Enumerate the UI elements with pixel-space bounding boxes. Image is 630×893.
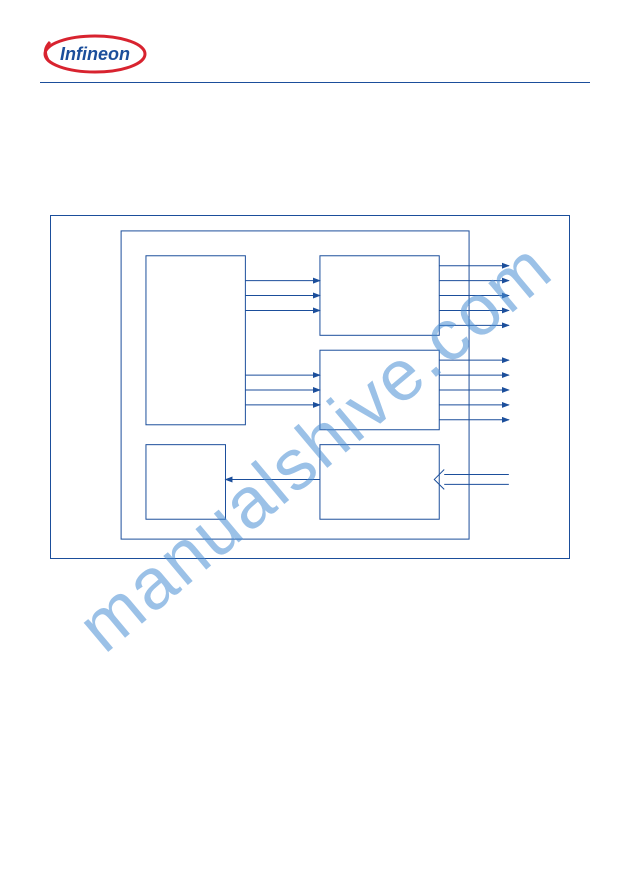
header-rule	[40, 82, 590, 83]
svg-text:(CC40): (CC40)	[368, 274, 390, 281]
svg-text:CCU40.SR[3:0]: CCU40.SR[3:0]	[514, 324, 555, 330]
footer-right: V1.1, 2014-04 Subject to Agreement on th…	[392, 847, 590, 865]
svg-text:Compare: Compare	[365, 308, 394, 315]
module-label: CCU4 Module	[409, 239, 459, 248]
header-doc-info: XMC1100 AA-Step XMC1000 Family	[504, 35, 590, 56]
svg-text:Link: Link	[373, 419, 386, 426]
doc-sub: XMC1000 Family	[504, 46, 590, 56]
block-diagram: CCU4 Module Input/ Output Selector & Sys…	[50, 215, 570, 559]
svg-text:Timer Slice: Timer Slice	[362, 358, 397, 365]
svg-text:CCU41.OUT1: CCU41.OUT1	[514, 359, 552, 365]
logo-text: Infineon	[60, 44, 130, 64]
svg-text:CCU41.ST1: CCU41.ST1	[514, 374, 547, 380]
svg-text:Clock: Clock	[176, 469, 196, 478]
svg-text:Address & Data: Address & Data	[514, 478, 556, 484]
svg-text:Presc.: Presc.	[174, 482, 197, 491]
section-path: Capture/Compare Unit 4 (CCU4)	[40, 88, 176, 98]
module-frame	[121, 231, 469, 539]
page-header: Infineon XMC1100 AA-Step XMC1000 Family	[40, 30, 590, 90]
svg-text:Output: Output	[184, 315, 209, 324]
section-paragraph: Each CCU4 module is built of four identi…	[40, 155, 590, 179]
doc-title: XMC1100 AA-Step	[504, 35, 590, 46]
svg-text:Compare: Compare	[365, 403, 394, 410]
svg-text:Link: Link	[373, 324, 386, 331]
svg-text:Interface: Interface	[364, 482, 395, 491]
svg-text:Selector: Selector	[181, 327, 210, 336]
svg-text:& System: & System	[179, 339, 213, 348]
figure-caption-num: Figure 16-1	[50, 570, 98, 580]
svg-text:Control: Control	[183, 351, 209, 360]
figure-caption: Figure 16-1 CCU4 Block Diagram	[50, 570, 211, 580]
svg-text:Timer: Timer	[371, 291, 389, 298]
infineon-logo: Infineon	[40, 30, 170, 78]
svg-text:(CC41): (CC41)	[368, 368, 390, 375]
svg-text:Timer: Timer	[371, 385, 389, 392]
diagram-svg: CCU4 Module Input/ Output Selector & Sys…	[51, 216, 569, 558]
svg-text:CCU40.PS0: CCU40.PS0	[514, 295, 547, 301]
section-title: CCU4 Overview	[110, 130, 199, 144]
svg-text:Input/: Input/	[186, 303, 207, 312]
svg-text:CCU41.PS1: CCU41.PS1	[514, 389, 547, 395]
svg-text:CCU40.OUT0: CCU40.OUT0	[514, 265, 552, 271]
svg-text:Timer Slice: Timer Slice	[362, 264, 397, 271]
svg-text:CCU40.ST0: CCU40.ST0	[514, 280, 547, 286]
figure-caption-text: CCU4 Block Diagram	[121, 570, 211, 580]
svg-text:Bus: Bus	[373, 469, 387, 478]
svg-text:CCU41.SR[3:0]: CCU41.SR[3:0]	[514, 419, 555, 425]
section-number: 16.2.1	[40, 130, 73, 144]
